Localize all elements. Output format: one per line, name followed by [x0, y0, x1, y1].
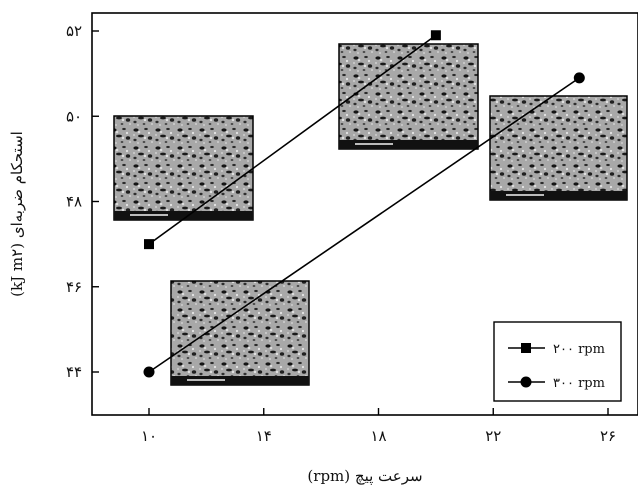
sem-inset-d	[170, 280, 310, 386]
series-markers	[143, 30, 585, 378]
legend-marker-square	[521, 343, 531, 353]
series-lines	[148, 34, 580, 373]
y-tick-label: ۴۴	[66, 363, 82, 381]
plot-area	[91, 12, 638, 416]
data-point-circle	[143, 366, 155, 378]
y-tick-label: ۵۲	[66, 22, 82, 40]
series-line-1	[148, 34, 437, 245]
x-tick-label: ۱۴	[256, 427, 272, 445]
data-point-square	[144, 239, 154, 250]
legend-box	[493, 321, 622, 402]
x-axis: ۱۰ ۱۴ ۱۸ ۲۲ ۲۶	[141, 408, 616, 445]
y-tick-label: ۴۶	[66, 278, 82, 296]
y-axis: ۴۴ ۴۶ ۴۸ ۵۰ ۵۲	[66, 22, 99, 381]
x-tick-label: ۱۰	[141, 427, 157, 445]
x-tick-label: ۱۸	[370, 427, 386, 445]
legend-label: ۳۰۰ rpm	[553, 376, 605, 391]
x-tick-label: ۲۲	[485, 427, 501, 445]
y-axis-title: استحکام ضربه‌ای (kJ m۲)	[8, 131, 26, 297]
sem-inset-a	[113, 115, 254, 221]
legend-label: ۲۰۰ rpm	[553, 342, 605, 357]
legend-marker-circle	[520, 376, 532, 388]
y-tick-label: ۵۰	[66, 107, 82, 125]
series-line-2	[148, 77, 580, 373]
legend: ۲۰۰ rpm ۳۰۰ rpm	[493, 321, 622, 402]
x-tick-label: ۲۶	[600, 427, 616, 445]
sem-inset-b	[338, 43, 479, 150]
data-point-square	[430, 30, 441, 41]
data-point-circle	[573, 72, 585, 84]
sem-inset-c	[489, 95, 628, 201]
x-axis-title: سرعت پیچ (rpm)	[307, 467, 422, 485]
y-tick-label: ۴۸	[66, 193, 82, 211]
